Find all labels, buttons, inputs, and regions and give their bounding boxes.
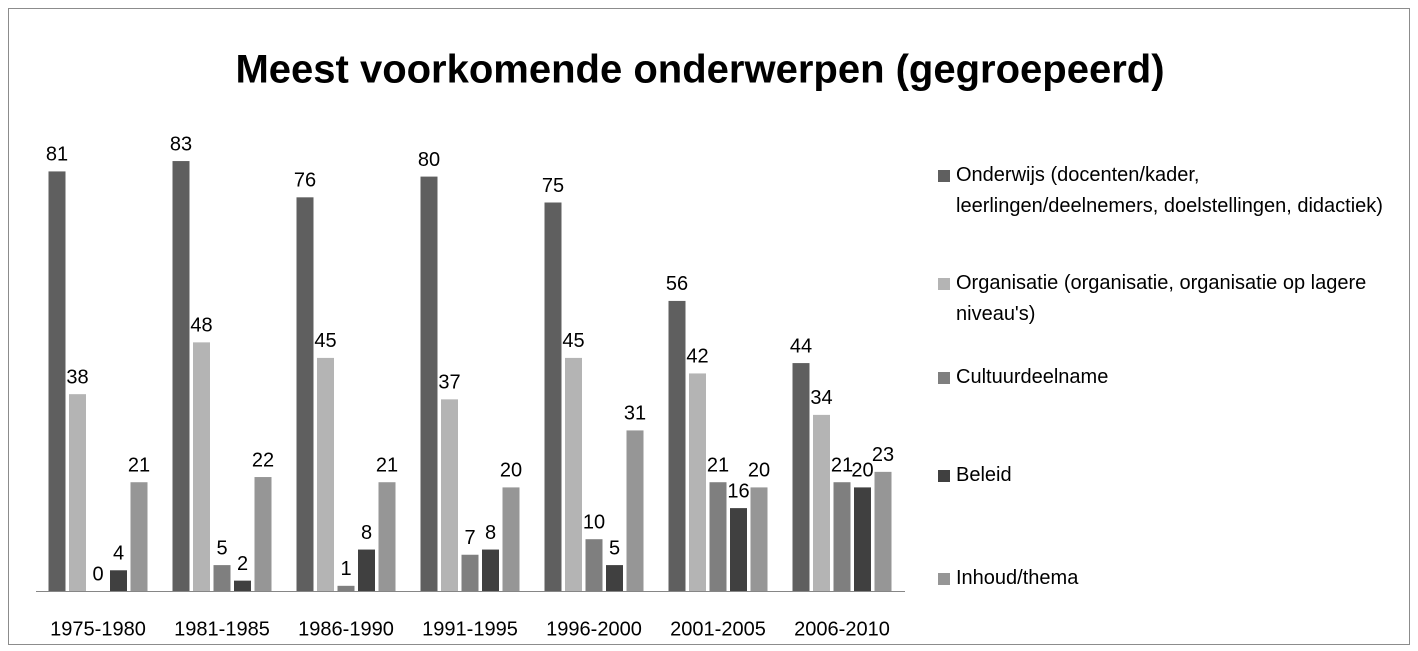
bar [193, 342, 210, 591]
bar [48, 171, 66, 592]
bar [234, 580, 251, 591]
data-label: 31 [624, 403, 646, 425]
x-tick-label: 2006-2010 [794, 618, 890, 640]
data-label: 48 [190, 315, 212, 337]
data-label: 8 [485, 522, 496, 544]
data-label: 81 [46, 144, 68, 166]
data-label: 45 [314, 330, 336, 352]
bar [668, 300, 686, 591]
legend-item: Beleid [936, 460, 1386, 491]
bar [874, 471, 892, 591]
legend-label: Cultuurdeelname [956, 366, 1109, 388]
bar [296, 197, 314, 591]
bar [378, 482, 396, 591]
bar [544, 202, 562, 591]
bar [130, 482, 148, 591]
bar [358, 549, 375, 591]
data-label: 5 [609, 537, 620, 559]
legend-swatch [938, 372, 950, 384]
x-tick-label: 1996-2000 [546, 618, 642, 640]
data-label: 34 [810, 387, 832, 409]
chart-title: Meest voorkomende onderwerpen (gegroepee… [235, 48, 1164, 92]
legend-label: Inhoud/thema [956, 567, 1079, 589]
bar [502, 487, 520, 591]
bar [482, 549, 499, 591]
data-label: 10 [583, 511, 605, 533]
bar [730, 508, 747, 591]
legend-item: Cultuurdeelname [936, 362, 1386, 393]
bar [833, 482, 851, 591]
data-label: 4 [113, 543, 124, 565]
bar [565, 357, 582, 591]
bar [792, 363, 810, 591]
data-label: 5 [216, 537, 227, 559]
legend-swatch [938, 170, 950, 182]
x-tick-label: 2001-2005 [670, 618, 766, 640]
data-label: 7 [464, 527, 475, 549]
legend-item: Inhoud/thema [936, 563, 1386, 594]
data-label: 83 [170, 133, 192, 155]
x-tick-label: 1975-1980 [50, 618, 146, 640]
bar [606, 565, 623, 591]
legend-swatch [938, 470, 950, 482]
bar [213, 565, 231, 591]
x-tick-label: 1986-1990 [298, 618, 394, 640]
x-tick-label: 1991-1995 [422, 618, 518, 640]
legend-label: Organisatie (organisatie, organisatie op… [956, 272, 1367, 325]
data-label: 23 [872, 444, 894, 466]
bar [461, 554, 479, 591]
bar [689, 373, 706, 591]
data-label: 21 [128, 455, 150, 477]
legend-item: Onderwijs (docenten/kader, leerlingen/de… [936, 160, 1386, 222]
data-label: 2 [237, 553, 248, 575]
data-label: 21 [707, 455, 729, 477]
data-label: 1 [340, 558, 351, 580]
data-label: 21 [376, 455, 398, 477]
data-label: 76 [294, 170, 316, 192]
legend-item: Organisatie (organisatie, organisatie op… [936, 268, 1386, 330]
bar [172, 161, 190, 591]
bar [709, 482, 727, 591]
bar [420, 176, 438, 591]
data-label: 56 [666, 273, 688, 295]
chart-border [8, 8, 1410, 645]
bar [854, 487, 871, 591]
data-label: 20 [748, 460, 770, 482]
bar [441, 399, 458, 591]
bar [110, 570, 127, 591]
data-label: 0 [92, 563, 103, 585]
data-label: 16 [727, 480, 749, 502]
x-tick-label: 1981-1985 [174, 618, 270, 640]
legend-label: Beleid [956, 464, 1012, 486]
bar [750, 487, 768, 591]
bar [813, 414, 830, 591]
bar [254, 477, 272, 591]
data-label: 20 [500, 460, 522, 482]
data-label: 45 [562, 330, 584, 352]
data-label: 8 [361, 522, 372, 544]
data-label: 42 [686, 346, 708, 368]
data-label: 38 [66, 366, 88, 388]
data-label: 21 [831, 455, 853, 477]
legend-swatch [938, 573, 950, 585]
data-label: 75 [542, 175, 564, 197]
legend-label: Onderwijs (docenten/kader, leerlingen/de… [956, 164, 1383, 217]
data-label: 80 [418, 149, 440, 171]
data-label: 22 [252, 449, 274, 471]
bar [337, 585, 355, 591]
bar [317, 357, 334, 591]
bar [69, 394, 86, 591]
legend-swatch [938, 278, 950, 290]
bar [585, 539, 603, 591]
data-label: 37 [438, 372, 460, 394]
bar [626, 430, 644, 591]
data-label: 44 [790, 335, 812, 357]
data-label: 20 [851, 460, 873, 482]
